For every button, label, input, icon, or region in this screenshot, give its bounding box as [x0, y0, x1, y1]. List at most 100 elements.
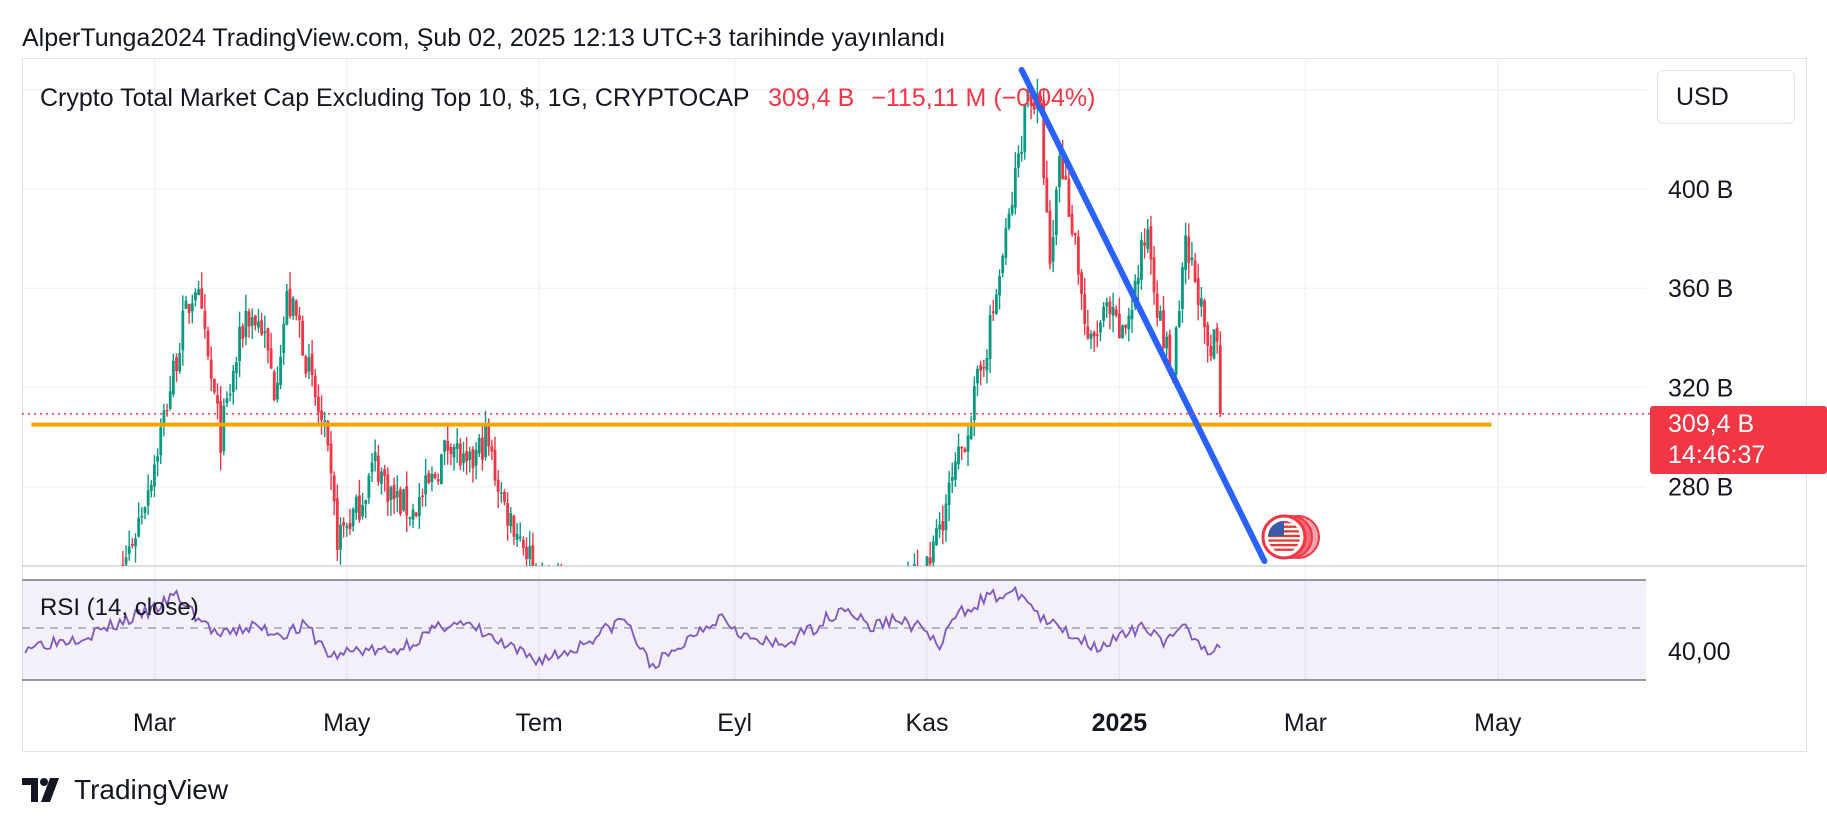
- candle-body: [499, 492, 503, 495]
- tradingview-logo[interactable]: TradingView: [22, 774, 228, 806]
- candle-body: [1083, 294, 1087, 324]
- candle-body: [307, 357, 311, 372]
- candle-body: [1143, 242, 1147, 246]
- candle-body: [1073, 232, 1077, 236]
- us-economic-event-icon[interactable]: [1261, 514, 1320, 560]
- candle-body: [197, 289, 200, 296]
- time-axis[interactable]: Mar May Tem Eyl Kas 2025 Mar May: [133, 709, 1522, 737]
- candle-body: [1076, 236, 1080, 275]
- candle-body: [935, 528, 938, 546]
- candle-body: [944, 503, 948, 531]
- candle-body: [159, 427, 163, 456]
- candle-body: [153, 464, 156, 487]
- candle-body: [149, 485, 153, 492]
- candle-body: [982, 366, 986, 369]
- flag-stripe: [1268, 539, 1300, 542]
- time-axis-tick-label: Eyl: [717, 709, 752, 737]
- candle-body: [219, 401, 223, 454]
- candle-body: [257, 321, 260, 328]
- candle-body: [354, 496, 358, 513]
- candle-body: [376, 455, 380, 482]
- candle-body: [1149, 226, 1153, 260]
- candle-body: [216, 395, 219, 404]
- candle-body: [373, 452, 377, 462]
- candle-body: [194, 292, 197, 301]
- candle-body: [1048, 210, 1052, 264]
- grid-lines: [22, 60, 1807, 681]
- candle-body: [304, 356, 308, 374]
- symbol-change: −115,11 M (−0,04%): [871, 84, 1096, 112]
- candle-body: [509, 513, 513, 527]
- candle-body: [424, 475, 428, 495]
- candle-body: [411, 509, 415, 520]
- time-axis-tick-label: Mar: [1284, 709, 1327, 737]
- candle-body: [1187, 236, 1191, 264]
- candle-body: [421, 495, 424, 498]
- candle-body: [1070, 214, 1074, 234]
- candle-body: [301, 320, 305, 356]
- candle-body: [1095, 334, 1099, 336]
- candle-body: [947, 482, 951, 505]
- candle-body: [462, 453, 465, 463]
- candle-body: [313, 376, 317, 398]
- candle-body: [380, 471, 383, 484]
- candle-body: [991, 311, 995, 314]
- candle-body: [1010, 204, 1014, 214]
- candle-body: [979, 365, 983, 371]
- rsi-line: [24, 585, 1221, 670]
- candle-body: [988, 314, 992, 359]
- currency-button[interactable]: USD: [1657, 70, 1795, 124]
- candle-body: [531, 545, 535, 566]
- tradingview-logo-icon: [22, 778, 59, 802]
- candle-body: [367, 475, 371, 499]
- candle-body: [323, 420, 327, 422]
- candle-body: [1042, 99, 1046, 179]
- candle-body: [954, 461, 957, 480]
- candle-body: [288, 288, 292, 317]
- candle-body: [1026, 91, 1030, 101]
- candle-body: [244, 311, 248, 337]
- candle-body: [496, 479, 500, 492]
- candle-body: [1190, 257, 1194, 261]
- candle-body: [190, 303, 194, 312]
- candle-body: [1023, 104, 1027, 152]
- candle-body: [1203, 300, 1206, 327]
- candle-body: [225, 398, 229, 403]
- candle-body: [1162, 310, 1165, 348]
- candle-body: [506, 502, 510, 526]
- candle-body: [480, 437, 484, 460]
- candle-body: [452, 446, 456, 458]
- candle-body: [518, 536, 522, 539]
- candle-body: [178, 353, 182, 372]
- candle-body: [345, 526, 349, 528]
- rsi-value-label: 40,00: [1668, 638, 1731, 666]
- candle-body: [427, 473, 431, 484]
- candle-body: [1004, 228, 1008, 258]
- candle-body: [187, 303, 191, 314]
- candle-body: [913, 564, 916, 566]
- candle-body: [1155, 293, 1159, 318]
- candle-body: [487, 425, 491, 447]
- candle-body: [515, 533, 519, 540]
- candle-body: [279, 356, 282, 385]
- candlestick-series: [121, 78, 1222, 566]
- candle-body: [326, 421, 330, 446]
- candle-body: [247, 311, 251, 327]
- candle-body: [269, 348, 273, 369]
- candle-body: [966, 435, 970, 452]
- candle-body: [512, 515, 516, 537]
- candle-body: [449, 447, 453, 454]
- candle-body: [317, 396, 320, 413]
- candle-body: [165, 409, 169, 412]
- trend-line[interactable]: [1018, 66, 1268, 565]
- candle-body: [474, 450, 478, 466]
- candle-body: [250, 317, 254, 326]
- candle-body: [231, 370, 235, 393]
- candle-body: [972, 386, 976, 420]
- candle-body: [458, 443, 462, 466]
- candles-clip: [121, 78, 1222, 566]
- candle-body: [329, 443, 333, 474]
- candle-body: [253, 315, 257, 326]
- time-axis-tick-label: May: [1474, 709, 1522, 737]
